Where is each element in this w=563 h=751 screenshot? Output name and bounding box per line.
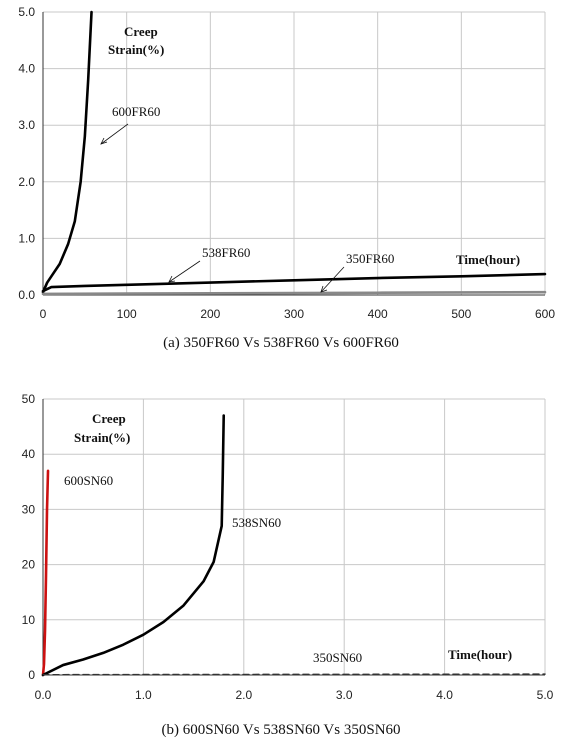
chart-b-series-350SN60 [42,673,546,676]
chart-a-caption: (a) 350FR60 Vs 538FR60 Vs 600FR60 [163,335,399,351]
chart-b-caption: (b) 600SN60 Vs 538SN60 Vs 350SN60 [161,722,400,738]
chart-a-annotation-arrow-538FR60 [168,260,201,283]
chart-a-y-axis-title-line2: Strain(%) [108,42,164,57]
chart-a-y-tick-label: 5.0 [18,5,35,19]
chart-b-y-tick-label: 0 [28,668,35,682]
chart-b-y-axis-title-line1: Creep [92,411,126,426]
chart-b-y-tick-label: 50 [22,392,36,406]
chart-a-x-tick-label: 500 [451,307,471,321]
chart-b-series-600SN60 [41,469,50,677]
chart-b-series-label-538SN60: 538SN60 [232,515,281,530]
chart-b-x-tick-label: 2.0 [235,688,252,702]
chart-b-x-axis-title: Time(hour) [448,647,512,662]
chart-a-arrowhead-350FR60 [320,285,328,293]
chart-a-arrowhead-538FR60 [168,275,176,283]
chart-a-x-tick-label: 100 [117,307,137,321]
chart-a-y-tick-label: 4.0 [18,62,35,76]
chart-a-annotation-arrow-350FR60 [320,266,345,293]
chart-a-y-tick-label: 0.0 [18,288,35,302]
chart-a-series-group [41,10,547,296]
chart-b-y-tick-label: 30 [22,502,36,516]
chart-a-series-label-538FR60: 538FR60 [202,245,250,260]
chart-b-series-group [41,414,546,677]
chart-b: 0.0 1.0 2.0 3.0 4.0 5.0 0 10 20 30 40 50 Creep Str… [22,392,554,738]
chart-a-x-axis-title: Time(hour) [456,252,520,267]
chart-a-series-538FR60 [41,272,547,293]
chart-b-y-tick-labels: 0 10 20 30 40 50 [22,392,36,682]
chart-b-x-tick-label: 3.0 [336,688,353,702]
chart-a-x-tick-label: 0 [40,307,47,321]
chart-a-series-label-600FR60: 600FR60 [112,104,160,119]
chart-b-series-538SN60 [41,414,226,677]
chart-b-x-tick-label: 5.0 [537,688,554,702]
chart-a-x-tick-label: 200 [200,307,220,321]
chart-a-x-tick-label: 300 [284,307,304,321]
chart-a-y-tick-label: 1.0 [18,231,35,245]
chart-a-y-axis-title-line1: Creep [124,24,158,39]
chart-a-y-tick-labels: 0.0 1.0 2.0 3.0 4.0 5.0 [18,5,35,302]
chart-a-x-tick-label: 600 [535,307,555,321]
chart-b-x-tick-labels: 0.0 1.0 2.0 3.0 4.0 5.0 [35,688,554,702]
chart-b-series-label-350SN60: 350SN60 [313,650,362,665]
chart-a: 0 100 200 300 400 500 600 0.0 1.0 2.0 3.0 4.0 5.0 C… [18,5,555,351]
chart-a-series-600FR60 [41,10,93,294]
chart-b-x-tick-label: 4.0 [436,688,453,702]
chart-b-series-label-600SN60: 600SN60 [64,473,113,488]
chart-a-plot-area [42,12,545,296]
chart-b-x-tick-label: 0.0 [35,688,52,702]
chart-a-series-label-350FR60: 350FR60 [346,251,394,266]
chart-b-x-tick-label: 1.0 [135,688,152,702]
chart-b-y-tick-label: 10 [22,613,36,627]
chart-a-arrowhead-600FR60 [100,137,108,145]
chart-b-y-tick-label: 40 [22,447,36,461]
chart-b-y-tick-label: 20 [22,558,36,572]
chart-b-y-axis-title-line2: Strain(%) [74,430,130,445]
chart-a-annotation-arrow-600FR60 [100,123,129,145]
chart-a-series-350FR60 [41,290,547,296]
chart-a-y-tick-label: 2.0 [18,175,35,189]
chart-a-x-tick-label: 400 [368,307,388,321]
chart-a-y-tick-label: 3.0 [18,118,35,132]
chart-a-x-tick-labels: 0 100 200 300 400 500 600 [40,307,556,321]
